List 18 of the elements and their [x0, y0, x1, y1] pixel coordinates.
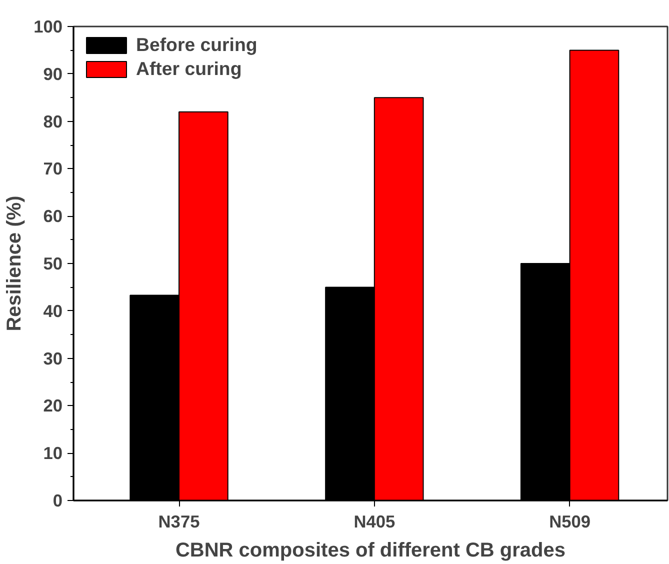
y-tick-label: 70: [43, 158, 63, 179]
y-tick-label: 50: [43, 254, 63, 274]
x-tick-label: N405: [354, 512, 396, 532]
legend-label: Before curing: [136, 34, 258, 56]
y-tick-label: 40: [43, 300, 63, 321]
x-tick-label: N375: [158, 512, 200, 532]
x-tick-label: N509: [549, 512, 591, 532]
y-tick-label: 0: [52, 490, 63, 510]
y-tick-label: 10: [43, 443, 63, 464]
y-tick-label: 90: [43, 64, 63, 84]
y-tick-label: 20: [43, 396, 63, 416]
y-axis-title: Resilience (%): [4, 196, 26, 332]
y-tick-label: 80: [43, 111, 63, 132]
y-tick-label: 60: [43, 206, 63, 226]
y-tick-label: 100: [34, 16, 63, 36]
y-tick-label: 30: [43, 348, 63, 368]
legend-label: After curing: [136, 58, 242, 80]
x-axis-title: CBNR composites of different CB grades: [175, 540, 566, 562]
